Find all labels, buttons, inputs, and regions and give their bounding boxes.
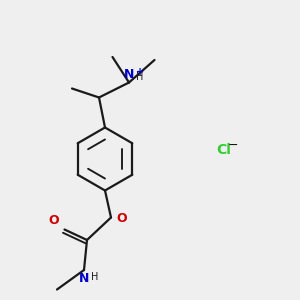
Text: −: − xyxy=(227,139,238,152)
Text: H: H xyxy=(136,72,143,82)
Text: N: N xyxy=(79,272,89,284)
Text: O: O xyxy=(116,212,127,226)
Text: H: H xyxy=(91,272,98,281)
Text: N: N xyxy=(124,68,134,81)
Text: O: O xyxy=(49,214,59,227)
Text: +: + xyxy=(136,67,144,77)
Text: Cl: Cl xyxy=(216,143,231,157)
